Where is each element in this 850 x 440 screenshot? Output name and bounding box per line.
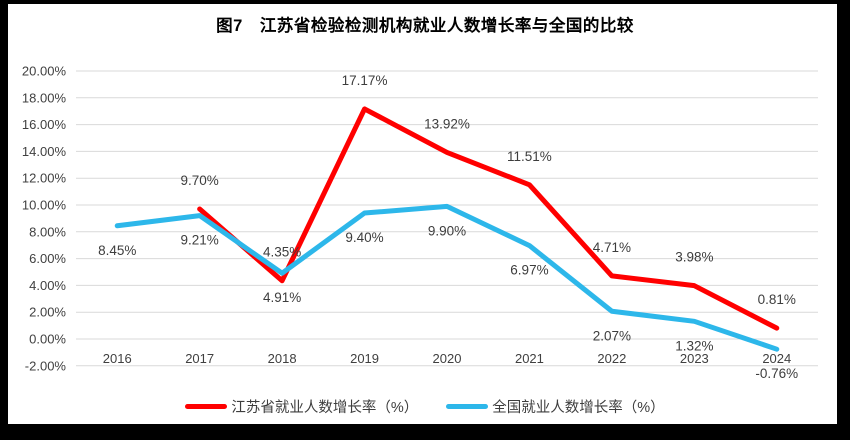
x-tick-label: 2016 [103, 351, 132, 366]
legend-label-national: 全国就业人数增长率（%） [492, 400, 665, 416]
legend-item-jiangsu: 江苏省就业人数增长率（%） [185, 396, 418, 417]
y-tick-label: 12.00% [22, 171, 67, 186]
data-label: 0.81% [758, 292, 796, 307]
data-label: 9.21% [181, 233, 219, 248]
chart-panel [8, 4, 837, 424]
series-line-0 [197, 106, 780, 331]
data-label: 17.17% [342, 73, 388, 88]
x-tick-label: 2022 [597, 351, 626, 366]
x-tick-label: 2019 [350, 351, 379, 366]
data-label: 8.45% [98, 243, 136, 258]
y-tick-label: -2.00% [25, 358, 67, 373]
series-line-1 [114, 203, 780, 352]
y-tick-label: 10.00% [22, 198, 67, 213]
data-label: 13.92% [424, 116, 470, 131]
x-tick-label: 2018 [268, 351, 297, 366]
y-tick-label: 20.00% [22, 64, 67, 79]
legend-item-national: 全国就业人数增长率（%） [446, 396, 665, 417]
y-tick-label: 18.00% [22, 90, 67, 105]
x-tick-label: 2017 [185, 351, 214, 366]
x-tick-label: 2023 [680, 351, 709, 366]
data-label: 1.32% [675, 338, 713, 353]
data-label: 4.35% [263, 245, 301, 260]
data-label: 9.70% [181, 173, 219, 188]
y-tick-label: 14.00% [22, 144, 67, 159]
data-label: 9.40% [345, 230, 383, 245]
legend-swatch-red-line [185, 404, 228, 409]
data-label: 2.07% [593, 328, 631, 343]
y-tick-label: 0.00% [29, 332, 66, 347]
legend-label-jiangsu: 江苏省就业人数增长率（%） [231, 400, 419, 416]
data-label: 4.71% [593, 240, 631, 255]
chart-legend: 江苏省就业人数增长率（%） 全国就业人数增长率（%） [0, 396, 850, 417]
data-label: 11.51% [507, 149, 552, 164]
x-tick-label: 2024 [762, 351, 791, 366]
x-tick-label: 2021 [515, 351, 544, 366]
y-tick-label: 6.00% [29, 251, 66, 266]
data-label: -0.76% [755, 366, 798, 381]
x-tick-label: 2020 [433, 351, 462, 366]
chart-title: 图7 江苏省检验检测机构就业人数增长率与全国的比较 [216, 17, 634, 35]
legend-swatch-blue-line [446, 404, 489, 409]
data-label: 3.98% [675, 250, 713, 265]
y-tick-label: 2.00% [29, 305, 66, 320]
y-tick-label: 4.00% [29, 278, 66, 293]
data-label: 4.91% [263, 290, 301, 305]
y-tick-label: 16.00% [22, 117, 67, 132]
y-tick-label: 8.00% [29, 224, 66, 239]
data-label: 9.90% [428, 223, 466, 238]
data-label: 6.97% [510, 263, 548, 278]
